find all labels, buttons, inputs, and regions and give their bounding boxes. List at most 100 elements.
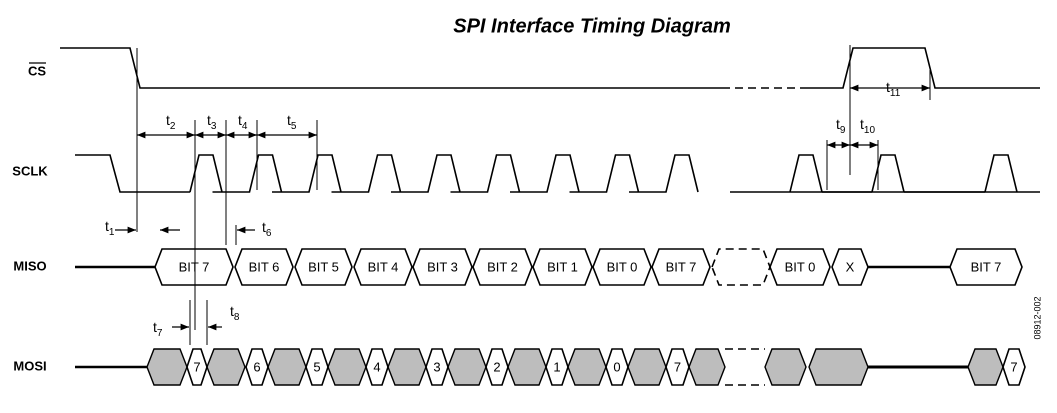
timing-index: 3 [211, 121, 217, 132]
timing-label: t10 [860, 116, 875, 136]
timing-index: 6 [266, 228, 272, 239]
mosi-gray [507, 348, 547, 386]
mosi-bit [605, 348, 629, 386]
timing-symbol: t [287, 112, 291, 128]
cs-wave [800, 47, 1040, 89]
timing-label: t5 [287, 112, 297, 132]
timing-label: t3 [207, 112, 217, 132]
timing-index: 4 [242, 121, 248, 132]
miso-bit [592, 248, 652, 286]
mosi-bit-label: 4 [373, 359, 380, 374]
mosi-bit [485, 348, 509, 386]
timing-symbol: t [886, 79, 890, 95]
miso-bit-label: BIT 0 [785, 259, 816, 274]
miso-bit-label: BIT 7 [666, 259, 697, 274]
mosi-bit-label: 5 [313, 359, 320, 374]
mosi-gray [327, 348, 367, 386]
mosi-gray [447, 348, 487, 386]
timing-label: t6 [262, 219, 272, 239]
mosi-bit-label: 7 [674, 359, 681, 374]
mosi-bit [305, 348, 329, 386]
timing-index: 5 [291, 121, 297, 132]
timing-symbol: t [230, 303, 234, 319]
mosi-gray [567, 348, 607, 386]
mosi-gray [688, 348, 726, 386]
mosi-bit-label: 3 [433, 359, 440, 374]
timing-label: t9 [836, 116, 846, 136]
miso-bit-label: BIT 5 [308, 259, 339, 274]
timing-label: t11 [886, 79, 901, 99]
mosi-bit [1002, 348, 1026, 386]
miso-bit-label: BIT 0 [607, 259, 638, 274]
mosi-bit [186, 348, 208, 386]
mosi-gray [267, 348, 307, 386]
miso-bit-label: BIT 3 [427, 259, 458, 274]
miso-bit [353, 248, 413, 286]
miso-bit-label: BIT 7 [179, 259, 210, 274]
mosi-bit-label: 6 [253, 359, 260, 374]
timing-index: 11 [890, 88, 901, 99]
mosi-gray [146, 348, 188, 386]
mosi-break [725, 348, 765, 386]
timing-label: t2 [166, 112, 176, 132]
sclk-wave [75, 154, 1040, 193]
title: SPI Interface Timing Diagram [453, 15, 731, 37]
timing-index: 1 [109, 227, 115, 238]
miso-bit [294, 248, 353, 286]
timing-symbol: t [166, 112, 170, 128]
miso-bit-label: BIT 7 [971, 259, 1002, 274]
timing-symbol: t [238, 112, 242, 128]
mosi-bit-label: 1 [553, 359, 560, 374]
mosi-gray [206, 348, 246, 386]
mosi-gray [808, 348, 869, 386]
timing-index: 9 [840, 125, 846, 136]
mosi-bit [245, 348, 269, 386]
timing-symbol: t [860, 116, 864, 132]
miso-bit [412, 248, 473, 286]
timing-index: 10 [864, 125, 876, 136]
timing-symbol: t [105, 218, 109, 234]
timing-symbol: t [262, 219, 266, 235]
miso-bit [154, 248, 234, 286]
timing-symbol: t [153, 319, 157, 335]
mosi-gray [627, 348, 667, 386]
timing-symbol: t [836, 116, 840, 132]
miso-bit [234, 248, 294, 286]
figure-code: 08912-002 [1032, 296, 1042, 339]
signal-label: SCLK [12, 163, 48, 178]
signal-label: MOSI [13, 358, 46, 373]
mosi-bit [665, 348, 690, 386]
miso-bit [831, 248, 869, 286]
mosi-bit [365, 348, 389, 386]
timing-symbol: t [207, 112, 211, 128]
timing-label: t1 [105, 218, 115, 238]
cs-wave [60, 47, 722, 89]
mosi-bit-label: 7 [1010, 359, 1017, 374]
timing-index: 2 [170, 121, 176, 132]
signal-label: MISO [13, 258, 46, 273]
timing-label: t4 [238, 112, 248, 132]
timing-label: t7 [153, 319, 163, 339]
miso-bit-label: BIT 6 [249, 259, 280, 274]
timing-label: t8 [230, 303, 240, 323]
timing-index: 8 [234, 312, 240, 323]
miso-bit-label: X [846, 259, 855, 274]
miso-bit-label: BIT 2 [487, 259, 518, 274]
miso-bit [472, 248, 533, 286]
miso-bit [651, 248, 711, 286]
miso-bit [949, 248, 1023, 286]
timing-index: 7 [157, 328, 163, 339]
mosi-bit-label: 2 [493, 359, 500, 374]
mosi-gray [764, 348, 807, 386]
mosi-bit-label: 7 [193, 359, 200, 374]
mosi-bit [425, 348, 449, 386]
miso-break [711, 248, 771, 286]
miso-bit-label: BIT 1 [547, 259, 578, 274]
signal-label: CS [28, 63, 46, 78]
miso-bit-label: BIT 4 [368, 259, 399, 274]
mosi-gray [967, 348, 1004, 386]
mosi-gray [387, 348, 427, 386]
miso-bit [532, 248, 593, 286]
mosi-bit [545, 348, 569, 386]
